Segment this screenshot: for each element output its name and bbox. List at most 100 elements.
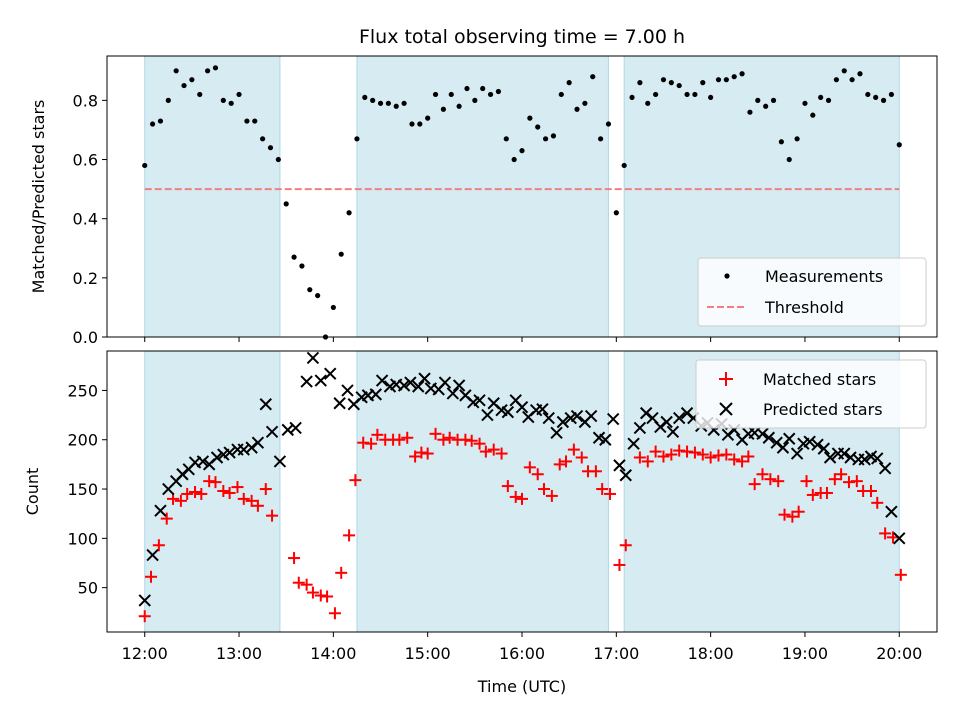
measurement-point xyxy=(346,210,352,216)
predicted-star-point xyxy=(154,504,167,517)
predicted-x-b xyxy=(542,411,555,425)
top-y-axis-label: Matched/Predicted stars xyxy=(29,100,48,294)
matched-star-point xyxy=(421,447,434,460)
predicted-star-point xyxy=(481,408,494,422)
predicted-x-b xyxy=(680,406,694,420)
measurement-point xyxy=(676,82,682,89)
measurement-point xyxy=(653,91,659,98)
matched-star-point xyxy=(800,475,813,488)
measurement-point xyxy=(770,97,777,103)
measurement-point xyxy=(480,85,486,92)
matched-star-point xyxy=(217,485,230,498)
matched-star-point xyxy=(879,527,892,540)
predicted-x-b xyxy=(314,374,327,387)
x-tick-label: 16:00 xyxy=(499,644,545,663)
measurement-point xyxy=(307,287,313,293)
x-tick-label: 12:00 xyxy=(122,644,168,663)
x-tick-label: 13:00 xyxy=(216,644,262,663)
measurement-point xyxy=(896,142,902,148)
predicted-x-b xyxy=(446,387,460,400)
measurement-point xyxy=(377,100,384,106)
predicted-star-point xyxy=(210,451,224,464)
matched-star-point xyxy=(531,468,544,481)
bottom-panel: 50 100 150 200 250 12:00 13:00 14:00 15:00 16:00… xyxy=(23,350,938,696)
matched-star-point xyxy=(306,586,319,599)
predicted-x-b xyxy=(811,438,824,451)
predicted-x-b xyxy=(790,447,804,460)
matched-star-point xyxy=(589,465,602,478)
matched-star-point xyxy=(300,578,313,591)
legend-measurements-label: Measurements xyxy=(765,267,883,286)
predicted-star-point xyxy=(473,394,486,407)
predicted-x-b xyxy=(606,412,620,426)
measurement-point xyxy=(157,118,164,124)
bottom-legend-box xyxy=(695,359,927,429)
predicted-x-b xyxy=(138,594,151,607)
matched-star-point xyxy=(575,451,588,464)
measurement-point xyxy=(519,148,525,154)
measurement-point xyxy=(464,85,470,92)
measurement-point xyxy=(315,292,321,299)
shaded-interval xyxy=(144,55,281,338)
predicted-x-b xyxy=(893,532,906,545)
matched-star-point xyxy=(835,468,848,481)
measurement-point xyxy=(849,77,855,83)
predicted-x-b xyxy=(281,423,294,437)
predicted-star-point xyxy=(289,421,302,435)
matched-star-point xyxy=(288,552,301,565)
predicted-star-point xyxy=(823,451,837,464)
legend-predicted-label: Predicted stars xyxy=(763,400,883,419)
predicted-x-b xyxy=(599,433,612,446)
predicted-x-b xyxy=(858,453,871,466)
predicted-star-point xyxy=(878,462,892,475)
matched-star-point xyxy=(223,486,236,499)
x-tick-label: 20:00 xyxy=(876,644,922,663)
matched-star-point xyxy=(145,570,158,583)
predicted-star-point xyxy=(369,388,383,401)
measurement-point xyxy=(212,65,219,71)
predicted-x-b xyxy=(341,384,354,397)
predicted-x-b xyxy=(633,421,647,435)
predicted-star-point xyxy=(613,459,626,472)
measurement-point xyxy=(244,118,250,124)
measurement-point xyxy=(802,100,808,106)
matched-star-point xyxy=(160,512,173,525)
predicted-star-point xyxy=(627,437,640,450)
measurement-point xyxy=(582,100,588,106)
measurement-point xyxy=(370,97,376,103)
predicted-x-b xyxy=(783,432,796,445)
chart-title: Flux total observing time = 7.00 h xyxy=(359,26,685,48)
matched-star-point xyxy=(231,481,244,494)
predicted-x-b xyxy=(666,425,680,439)
matched-star-point xyxy=(871,496,884,509)
measurement-point xyxy=(283,201,289,207)
predicted-x-b xyxy=(273,455,287,468)
measurement-point xyxy=(880,97,887,103)
measurement-point xyxy=(275,156,281,163)
matched-star-point xyxy=(237,492,250,505)
measurement-point xyxy=(692,91,698,98)
predicted-x-b xyxy=(210,451,224,464)
measurement-point xyxy=(794,136,800,142)
predicted-star-point xyxy=(893,532,906,545)
bottom-legend: Matched stars Predicted stars xyxy=(695,359,927,429)
predicted-star-point xyxy=(838,447,851,460)
predicted-x-b xyxy=(639,406,653,420)
predicted-x-b xyxy=(536,402,549,416)
measurement-point xyxy=(401,100,407,106)
matched-star-point xyxy=(209,476,222,489)
predicted-star-point xyxy=(536,402,549,416)
matched-star-point xyxy=(266,509,279,522)
matched-star-point xyxy=(696,448,709,461)
measurement-point xyxy=(472,97,478,103)
predicted-star-point xyxy=(672,411,686,425)
matched-star-point xyxy=(409,450,422,463)
predicted-x-b xyxy=(550,426,563,440)
predicted-star-point xyxy=(446,387,460,400)
predicted-star-point xyxy=(438,376,452,389)
matched-star-point xyxy=(501,480,514,493)
matched-star-point xyxy=(786,510,799,523)
measurement-point xyxy=(763,103,769,109)
measurement-point xyxy=(189,77,195,83)
y-tick-label: 0.2 xyxy=(73,269,98,288)
